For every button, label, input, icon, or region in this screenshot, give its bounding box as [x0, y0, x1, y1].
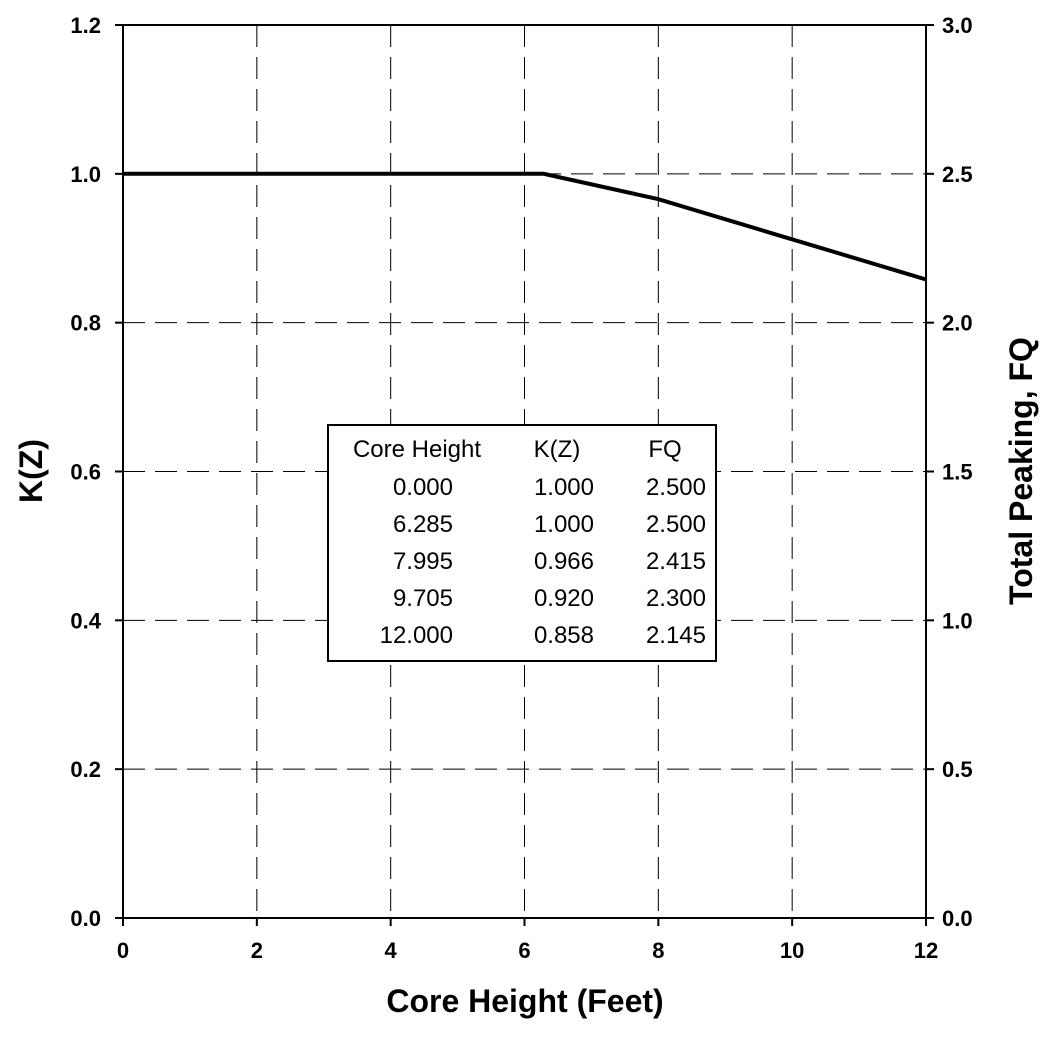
- y-tick-label: 0.2: [70, 757, 101, 782]
- inset-cell-core-height: 9.705: [393, 585, 453, 612]
- y-tick-label: 0.6: [70, 460, 101, 485]
- x-tick-label: 6: [518, 938, 530, 963]
- inset-cell-kz: 0.966: [534, 548, 594, 575]
- series-line: [123, 171, 927, 282]
- y-axis-title: K(Z): [13, 439, 49, 503]
- inset-cell-core-height: 0.000: [393, 474, 453, 501]
- inset-cell-fq: 2.300: [646, 585, 706, 612]
- y2-tick-label: 2.0: [942, 311, 973, 336]
- inset-cell-kz: 1.000: [534, 511, 594, 538]
- inset-header-kz: K(Z): [534, 436, 581, 463]
- x-tick-label: 0: [117, 938, 129, 963]
- x-axis-title: Core Height (Feet): [386, 983, 663, 1019]
- y-tick-label: 0.0: [70, 906, 101, 931]
- y-tick-label: 0.8: [70, 311, 101, 336]
- inset-cell-core-height: 6.285: [393, 511, 453, 538]
- inset-cell-fq: 2.145: [646, 622, 706, 649]
- tick-labels: 0 2 4 6 8 10 120.00.20.40.60.81.01.20.00.51.01…: [70, 13, 972, 963]
- inset-cell-kz: 1.000: [534, 474, 594, 501]
- inset-table: Core Height K(Z) FQ 0.000 1.000 2.500 6.285…: [327, 424, 717, 662]
- y2-tick-label: 2.5: [942, 162, 973, 187]
- inset-table-frame: [327, 424, 717, 662]
- inset-cell-core-height: 12.000: [380, 622, 453, 649]
- y2-tick-label: 0.5: [942, 757, 973, 782]
- inset-cell-core-height: 7.995: [393, 548, 453, 575]
- x-tick-label: 10: [780, 938, 804, 963]
- inset-rows: 0.000 1.000 2.500 6.285 1.000 2.500 7.995 0.966…: [380, 474, 706, 649]
- y-tick-label: 1.0: [70, 162, 101, 187]
- inset-cell-kz: 0.920: [534, 585, 594, 612]
- y2-tick-label: 1.5: [942, 460, 973, 485]
- x-tick-label: 12: [914, 938, 938, 963]
- ticks: [115, 24, 934, 926]
- inset-cell-fq: 2.415: [646, 548, 706, 575]
- y2-tick-label: 3.0: [942, 13, 973, 38]
- inset-header-core-height: Core Height: [353, 436, 481, 463]
- inset-header-fq: FQ: [648, 436, 681, 463]
- y-tick-label: 0.4: [70, 608, 101, 633]
- inset-cell-fq: 2.500: [646, 511, 706, 538]
- y2-tick-label: 1.0: [942, 608, 973, 633]
- y2-tick-label: 0.0: [942, 906, 973, 931]
- inset-cell-kz: 0.858: [534, 622, 594, 649]
- x-tick-label: 4: [385, 938, 398, 963]
- inset-cell-fq: 2.500: [646, 474, 706, 501]
- plot-frame: [122, 24, 927, 919]
- x-tick-label: 2: [251, 938, 263, 963]
- x-tick-label: 8: [652, 938, 664, 963]
- y2-axis-title: Total Peaking, FQ: [1003, 337, 1039, 605]
- y-tick-label: 1.2: [70, 13, 101, 38]
